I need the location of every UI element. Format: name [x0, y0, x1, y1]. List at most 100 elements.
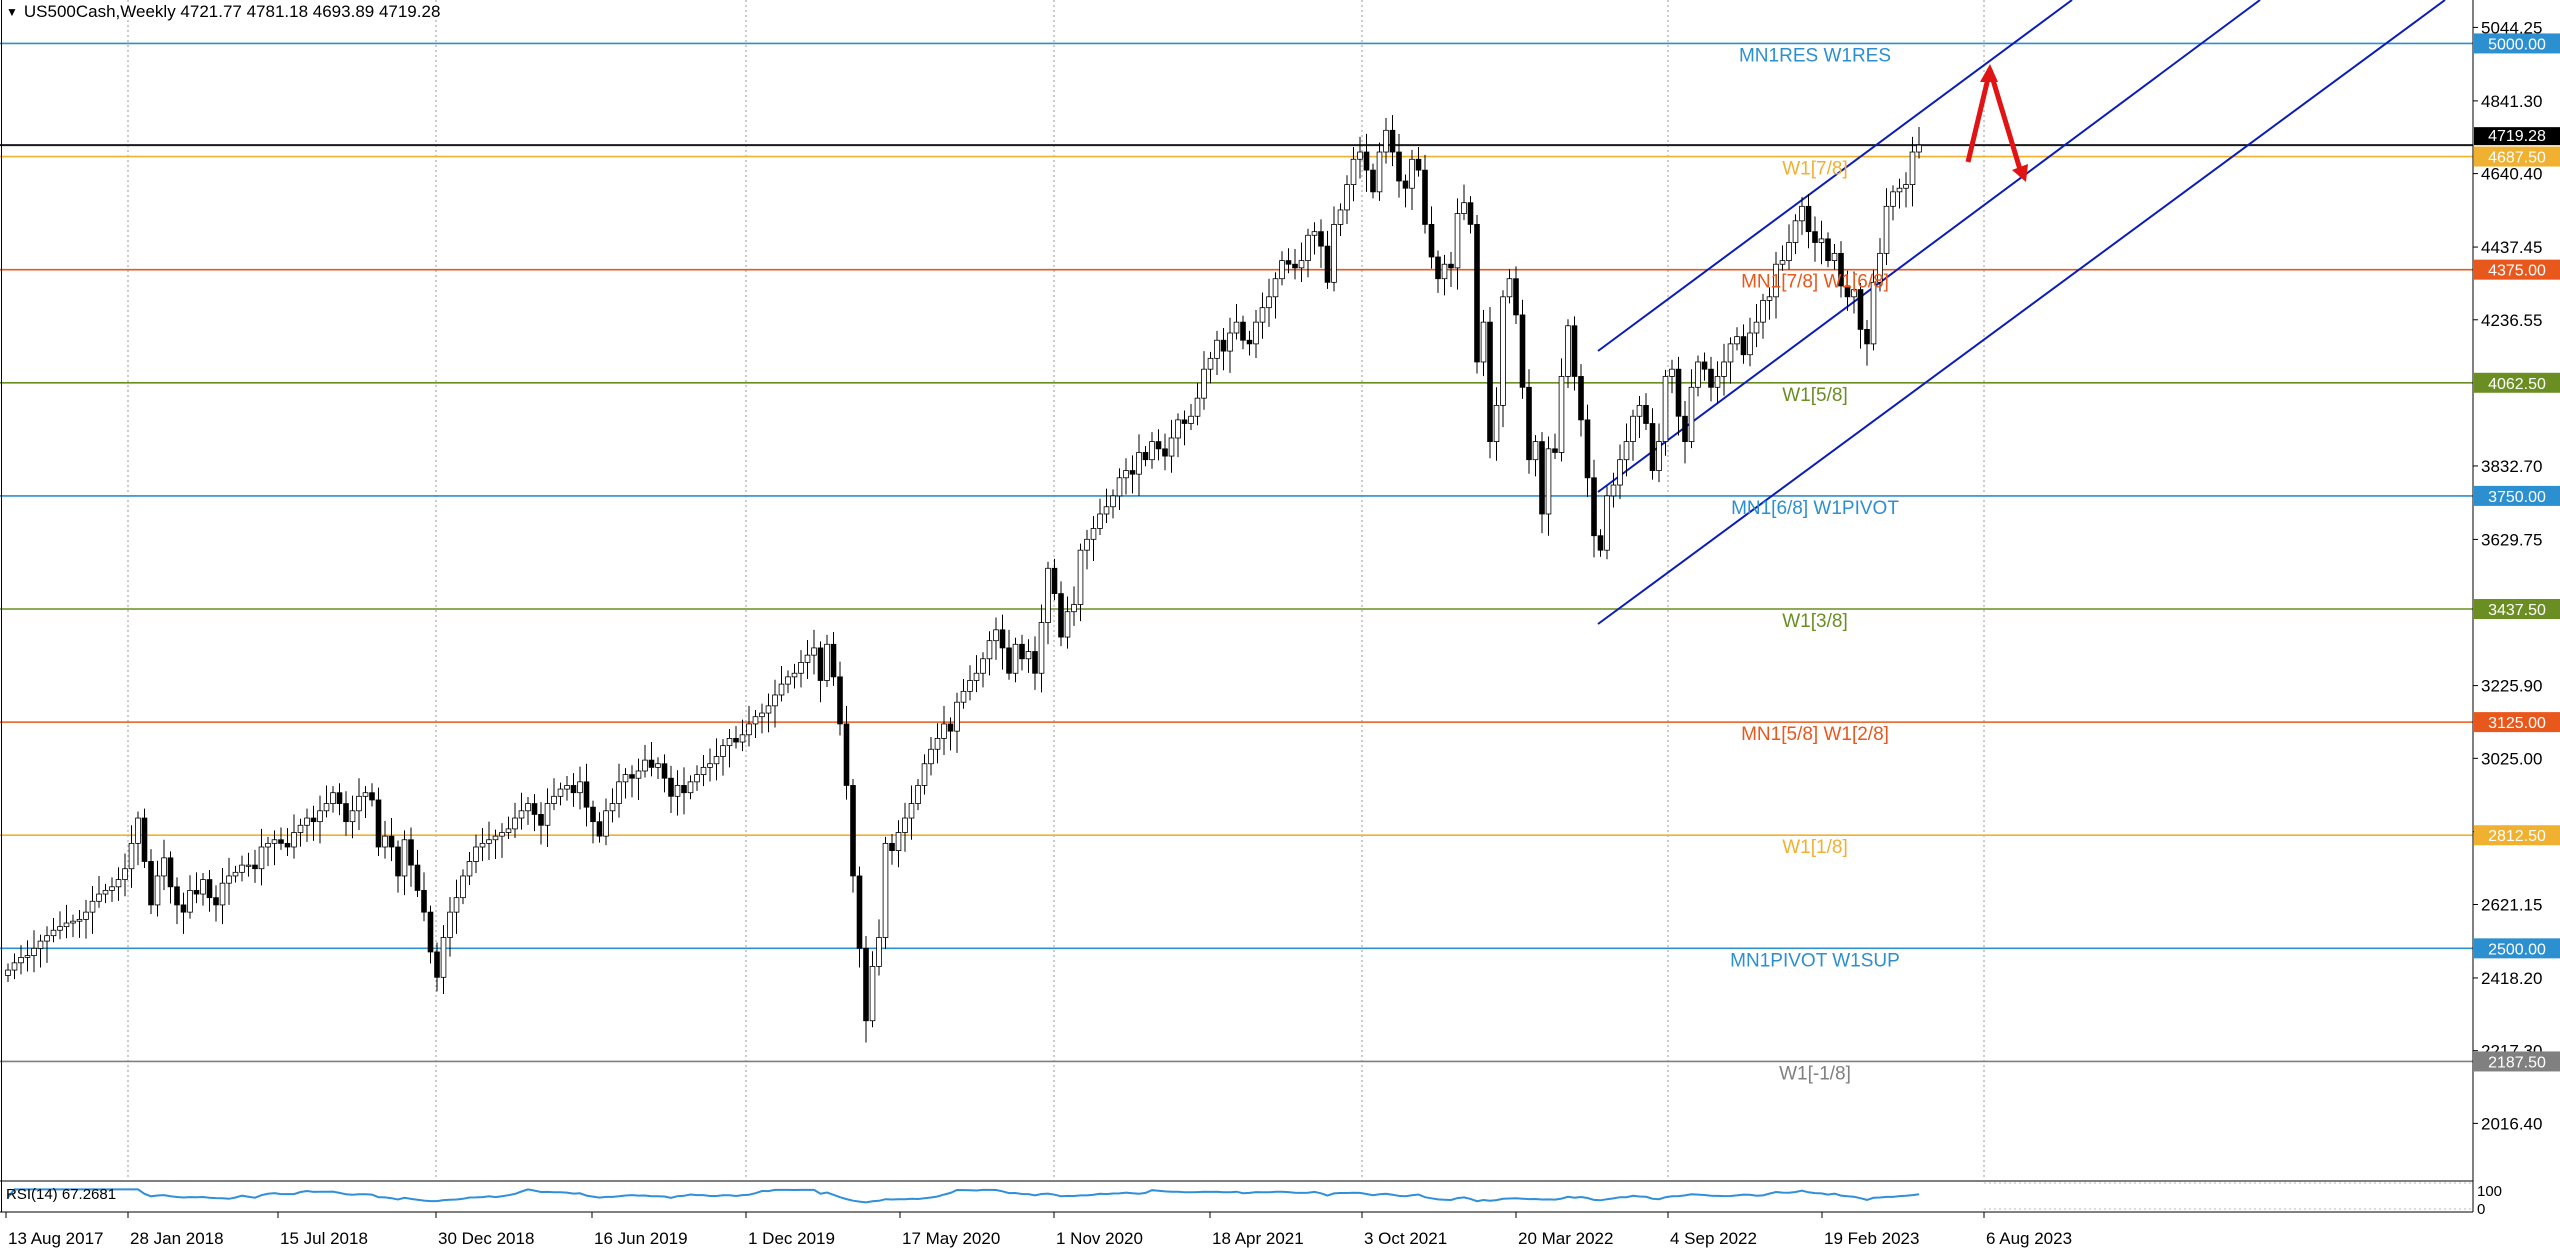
candle-up	[1279, 260, 1285, 280]
candle-up	[382, 835, 388, 848]
candle-up	[5, 969, 11, 976]
candle-down	[1474, 224, 1480, 363]
candle-up	[76, 918, 83, 922]
candle-down	[1838, 252, 1844, 287]
candle-up	[1623, 441, 1630, 461]
price-tag-label: 2187.50	[2488, 1054, 2546, 1071]
candle-up	[1565, 325, 1571, 377]
candle-down	[1129, 470, 1136, 475]
candle-up	[1168, 437, 1175, 457]
candle-up	[479, 842, 486, 848]
candle-up	[726, 738, 733, 747]
candle-up	[1903, 184, 1909, 189]
candle-up	[31, 947, 37, 956]
y-tick-label: 3225.90	[2481, 677, 2542, 696]
candle-down	[414, 864, 421, 891]
candle-down	[1591, 477, 1597, 537]
price-tag-label: 4375.00	[2488, 263, 2546, 280]
candle-down	[1396, 151, 1402, 182]
candle-up	[1350, 158, 1357, 186]
candle-up	[1896, 187, 1903, 193]
candle-up	[349, 810, 356, 823]
candle-up	[460, 875, 466, 899]
candle-up	[258, 846, 265, 870]
y-tick-label: 2016.40	[2481, 1114, 2542, 1133]
candle-up	[1779, 260, 1786, 265]
candle-down	[837, 676, 843, 725]
candle-up	[915, 785, 921, 804]
candle-up	[447, 911, 453, 938]
candle-down	[1513, 278, 1519, 316]
candle-up	[245, 864, 252, 867]
candle-up	[1877, 252, 1883, 283]
candle-up	[1870, 281, 1877, 345]
candle-down	[1142, 452, 1149, 461]
rsi-scale-label: 100	[2477, 1183, 2502, 1200]
candle-up	[928, 748, 934, 765]
candle-up	[83, 911, 89, 920]
candle-up	[473, 846, 479, 862]
candle-up	[518, 810, 525, 819]
price-tag-bg	[2474, 825, 2560, 846]
candle-down	[193, 890, 200, 895]
price-tag-label: 2812.50	[2488, 828, 2546, 845]
candle-up	[115, 879, 122, 888]
candle-up	[1311, 231, 1318, 236]
price-tag-label: 3750.00	[2488, 489, 2546, 506]
price-tag-bg	[2474, 146, 2560, 167]
candle-down	[1292, 263, 1298, 269]
candle-up	[1688, 386, 1695, 442]
candle-up	[18, 956, 24, 964]
candle-down	[1240, 321, 1246, 341]
x-tick-label: 30 Dec 2018	[438, 1229, 534, 1248]
candle-down	[1019, 643, 1025, 660]
candle-up	[1604, 495, 1610, 551]
candle-up	[876, 937, 882, 967]
candle-up	[980, 658, 986, 674]
candle-up	[1409, 158, 1415, 189]
candle-down	[1389, 129, 1396, 153]
candle-down	[1051, 567, 1058, 595]
candle-up	[135, 817, 141, 844]
candle-up	[70, 920, 76, 924]
candle-down	[310, 817, 317, 823]
candle-up	[1727, 343, 1734, 363]
candle-up	[1506, 278, 1513, 298]
candle-up	[187, 890, 193, 913]
dropdown-triangle-icon[interactable]: ▼	[6, 5, 18, 19]
price-tag-bg	[2474, 485, 2560, 506]
candle-up	[37, 940, 44, 949]
candle-down	[1058, 593, 1064, 638]
candle-down	[830, 643, 837, 678]
candle-down	[661, 763, 668, 779]
candle-down	[1682, 415, 1688, 442]
candle-up	[1760, 300, 1766, 323]
candle-down	[375, 799, 382, 848]
candle-up	[759, 712, 765, 718]
candle-up	[752, 716, 759, 725]
candle-up	[1493, 404, 1500, 442]
candle-down	[1844, 285, 1851, 298]
candle-up	[1786, 242, 1792, 262]
candle-up	[551, 795, 557, 804]
candle-up	[954, 701, 960, 732]
candle-up	[1337, 209, 1344, 225]
candle-up	[1714, 376, 1721, 388]
candle-up	[882, 842, 889, 938]
x-tick-label: 15 Jul 2018	[280, 1229, 368, 1248]
candle-down	[947, 723, 954, 732]
level-label: W1[1/8]	[1782, 837, 1847, 858]
candle-up	[1454, 213, 1461, 269]
candle-down	[1324, 245, 1331, 283]
candle-up	[1532, 441, 1539, 461]
x-tick-label: 6 Aug 2023	[1986, 1229, 2072, 1248]
candle-down	[1220, 339, 1227, 352]
candle-up	[544, 803, 551, 826]
level-label: MN1RES W1RES	[1739, 45, 1891, 66]
candle-down	[206, 879, 213, 899]
x-tick-label: 20 Mar 2022	[1518, 1229, 1613, 1248]
candle-up	[603, 810, 609, 837]
candle-up	[1441, 263, 1448, 280]
candle-up	[1272, 278, 1279, 298]
candle-up	[694, 774, 700, 783]
